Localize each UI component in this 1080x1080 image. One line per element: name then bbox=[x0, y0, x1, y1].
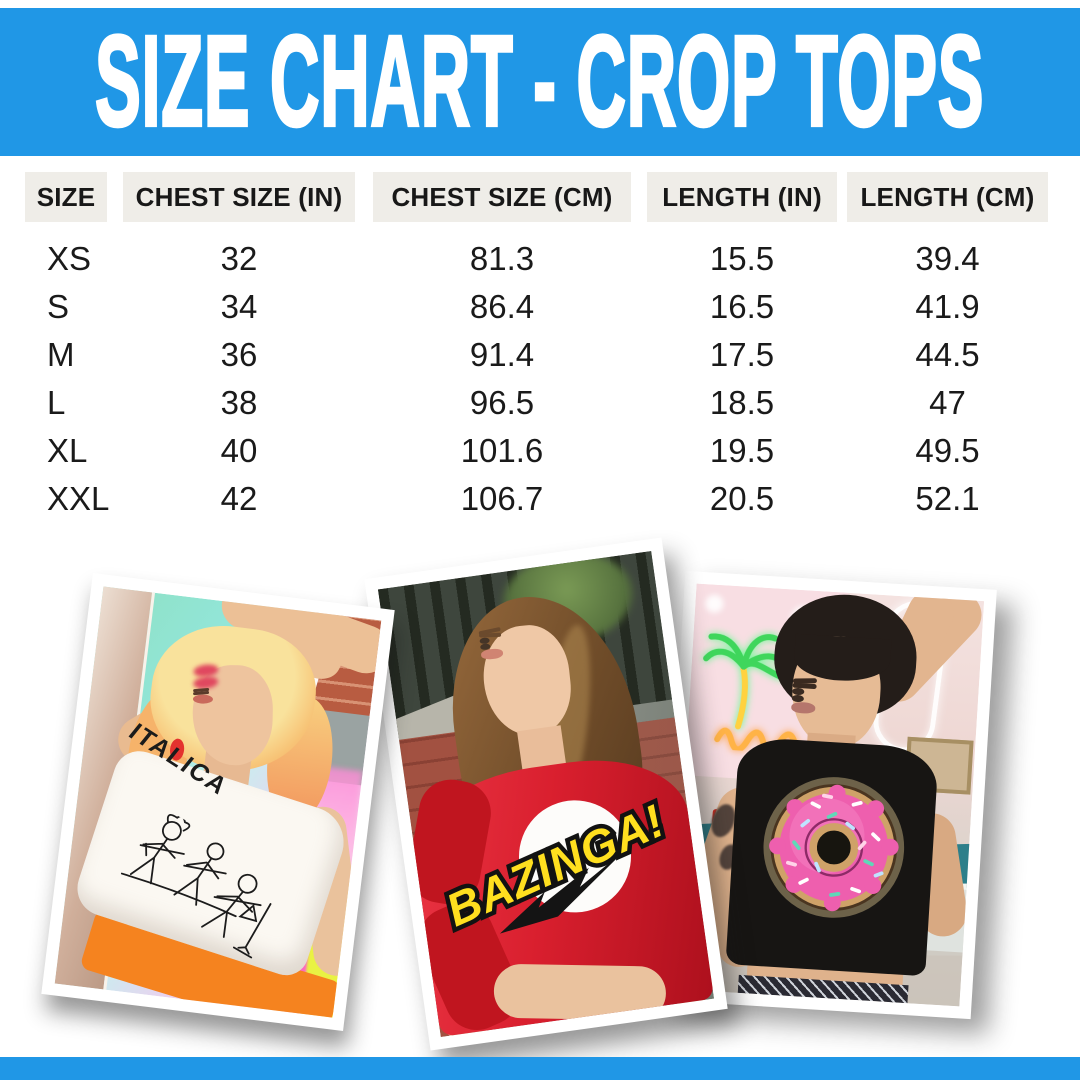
eyebrow bbox=[479, 632, 502, 638]
table-cell: 39.4 bbox=[915, 240, 980, 277]
red-crop-top-shirt: BAZINGA! bbox=[403, 747, 715, 1038]
table-cell: XS bbox=[47, 240, 92, 277]
table-column-size: SIZE XS S M L XL XXL bbox=[25, 172, 110, 523]
black-crop-top-shirt bbox=[725, 736, 940, 977]
page-title: SIZE CHART - CROP TOPS bbox=[94, 8, 985, 156]
photo-red-crop-top: BAZINGA! bbox=[364, 537, 728, 1051]
bottom-accent-bar bbox=[0, 1057, 1080, 1080]
table-cell: 106.7 bbox=[460, 480, 544, 517]
white-crop-top-shirt: ITALICA bbox=[70, 718, 353, 981]
table-cell: 101.6 bbox=[460, 432, 544, 469]
table-column-chest-in: CHEST SIZE (IN) 32 34 36 38 40 42 bbox=[123, 172, 355, 523]
column-cells: 39.4 41.9 44.5 47 49.5 52.1 bbox=[847, 235, 1048, 523]
table-cell: 40 bbox=[220, 432, 258, 469]
table-column-chest-cm: CHEST SIZE (CM) 81.3 86.4 91.4 96.5 101.… bbox=[373, 172, 631, 523]
column-header-chest-cm: CHEST SIZE (CM) bbox=[373, 172, 631, 222]
lips bbox=[790, 701, 816, 715]
table-cell: 42 bbox=[220, 480, 258, 517]
table-cell: 32 bbox=[220, 240, 258, 277]
column-cells: 32 34 36 38 40 42 bbox=[123, 235, 355, 523]
table-cell: 36 bbox=[220, 336, 258, 373]
table-cell: 16.5 bbox=[709, 288, 775, 325]
table-cell: 47 bbox=[929, 384, 966, 421]
column-cells: XS S M L XL XXL bbox=[25, 235, 110, 523]
lips bbox=[192, 694, 214, 704]
photo-black-crop-top bbox=[659, 570, 997, 1020]
title-banner: SIZE CHART - CROP TOPS bbox=[0, 8, 1080, 156]
table-cell: 17.5 bbox=[709, 336, 775, 373]
lightning-bolt-icon bbox=[499, 848, 627, 934]
band-line-art bbox=[120, 813, 272, 959]
column-cells: 81.3 86.4 91.4 96.5 101.6 106.7 bbox=[373, 235, 631, 523]
table-cell: 19.5 bbox=[709, 432, 775, 469]
photo-white-crop-top: ITALICA bbox=[41, 573, 395, 1031]
eyebrow bbox=[792, 678, 817, 684]
table-cell: S bbox=[47, 288, 70, 325]
donut-graphic bbox=[763, 777, 905, 918]
table-cell: 81.3 bbox=[469, 240, 535, 277]
column-cells: 15.5 16.5 17.5 18.5 19.5 20.5 bbox=[647, 235, 837, 523]
table-cell: 34 bbox=[220, 288, 258, 325]
table-cell: 91.4 bbox=[469, 336, 535, 373]
table-cell: 52.1 bbox=[915, 480, 980, 517]
table-cell: 38 bbox=[220, 384, 258, 421]
column-header-length-cm: LENGTH (CM) bbox=[847, 172, 1048, 222]
model-forearm bbox=[493, 963, 667, 1021]
table-cell: M bbox=[47, 336, 75, 373]
photo-content bbox=[671, 583, 985, 1007]
table-cell: 96.5 bbox=[469, 384, 535, 421]
table-cell: 15.5 bbox=[709, 240, 775, 277]
table-cell: 49.5 bbox=[915, 432, 980, 469]
table-cell: 86.4 bbox=[469, 288, 535, 325]
lips bbox=[480, 647, 504, 661]
hair-bangs bbox=[793, 633, 892, 684]
table-cell: 44.5 bbox=[915, 336, 980, 373]
table-cell: 18.5 bbox=[709, 384, 775, 421]
column-header-chest-in: CHEST SIZE (IN) bbox=[123, 172, 355, 222]
column-header-size: SIZE bbox=[25, 172, 107, 222]
photo-content: ITALICA bbox=[54, 586, 382, 1018]
white-circle bbox=[519, 800, 632, 913]
table-column-length-cm: LENGTH (CM) 39.4 41.9 44.5 47 49.5 52.1 bbox=[847, 172, 1048, 523]
table-cell: XL bbox=[47, 432, 88, 469]
table-cell: XXL bbox=[47, 480, 110, 517]
column-header-length-in: LENGTH (IN) bbox=[647, 172, 837, 222]
table-cell: 20.5 bbox=[709, 480, 775, 517]
table-column-length-in: LENGTH (IN) 15.5 16.5 17.5 18.5 19.5 20.… bbox=[647, 172, 837, 523]
table-cell: 41.9 bbox=[915, 288, 980, 325]
photo-content: BAZINGA! bbox=[377, 550, 715, 1038]
eye bbox=[791, 694, 805, 703]
table-cell: L bbox=[47, 384, 66, 421]
